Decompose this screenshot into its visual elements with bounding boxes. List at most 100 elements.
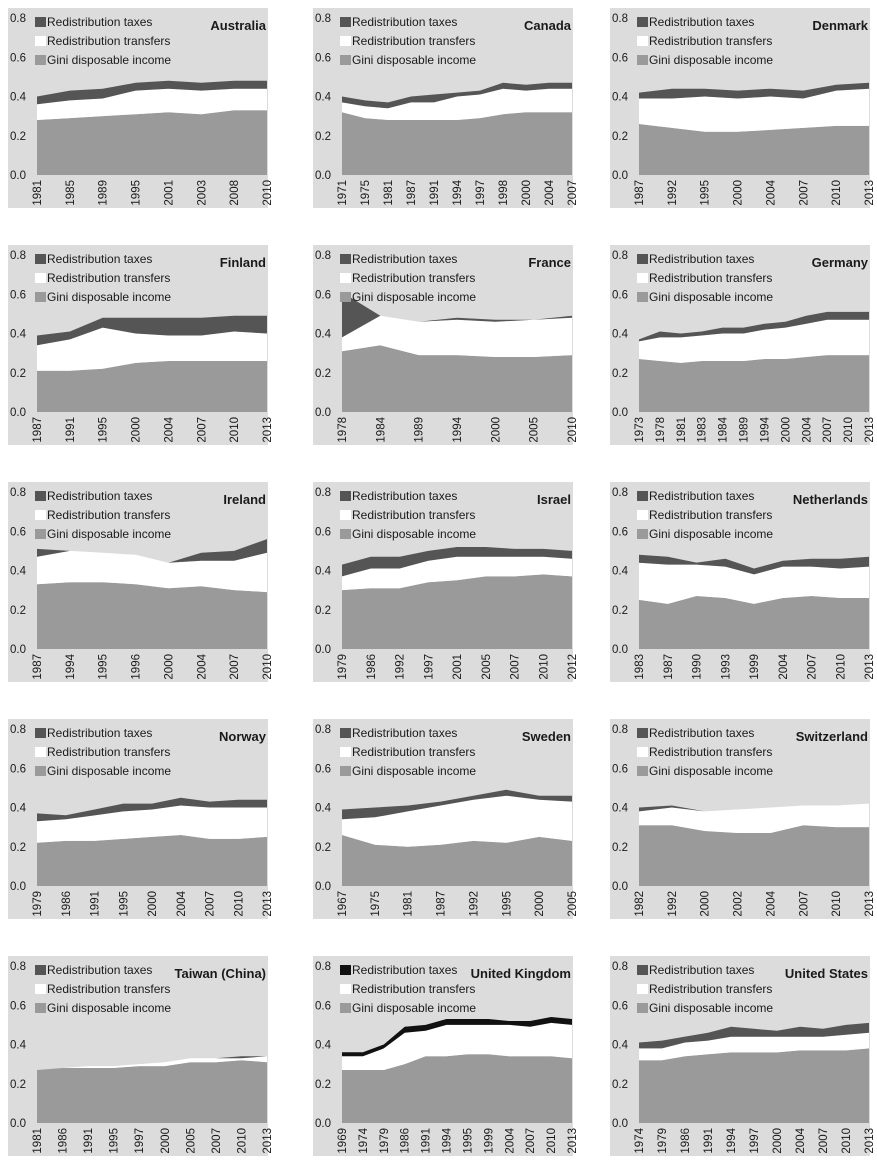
legend-label-taxes: Redistribution taxes: [649, 15, 754, 29]
legend-label-taxes: Redistribution taxes: [649, 489, 754, 503]
y-tick-label: 0.0: [10, 407, 26, 419]
y-tick-label: 0.0: [315, 1118, 331, 1130]
chart-svg: 0.0 0.2 0.4 0.6 0.8 1974 1979 1986 1991 1994 1997 2…: [610, 956, 876, 1156]
legend-label-taxes: Redistribution taxes: [352, 15, 457, 29]
legend-swatch-gini: [340, 55, 351, 65]
y-tick-label: 0.2: [612, 605, 628, 617]
legend-swatch-transfers: [340, 984, 351, 994]
x-tick-label: 1987: [406, 180, 418, 206]
x-tick-label: 1986: [366, 654, 378, 680]
legend-swatch-transfers: [35, 36, 46, 46]
chart-title: Taiwan (China): [175, 966, 266, 981]
x-tick-label: 2000: [131, 417, 143, 443]
legend-label-taxes: Redistribution taxes: [352, 252, 457, 266]
chart-panel-taiwan-china: 0.0 0.2 0.4 0.6 0.8 1981 1986 1991 1995 1997 2000 2…: [8, 956, 274, 1156]
chart-title: Israel: [537, 492, 571, 507]
x-tick-label: 2007: [798, 891, 810, 917]
legend-swatch-taxes: [637, 491, 648, 501]
legend-label-transfers: Redistribution transfers: [47, 982, 170, 996]
y-tick-label: 0.6: [315, 289, 331, 301]
x-tick-label: 1997: [423, 654, 435, 680]
y-tick-label: 0.8: [315, 13, 331, 25]
legend-label-taxes: Redistribution taxes: [649, 252, 754, 266]
legend-swatch-gini: [35, 1003, 46, 1013]
legend-label-taxes: Redistribution taxes: [47, 489, 152, 503]
y-tick-label: 0.8: [315, 250, 331, 262]
legend-swatch-taxes: [35, 17, 46, 27]
legend-label-gini: Gini disposable income: [352, 1001, 476, 1015]
chart-panel-united-kingdom: 0.0 0.2 0.4 0.6 0.8 1969 1974 1979 1986 1991 1994 1…: [313, 956, 579, 1156]
x-tick-label: 2010: [567, 417, 579, 443]
series-area-transfers: [342, 795, 572, 847]
x-tick-label: 1991: [65, 417, 77, 443]
x-tick-label: 1995: [98, 654, 110, 680]
x-tick-label: 2007: [822, 417, 834, 443]
x-tick-label: 1981: [383, 180, 395, 206]
chart-title: Sweden: [522, 729, 571, 744]
x-tick-label: 2000: [490, 417, 502, 443]
legend-swatch-gini: [340, 1003, 351, 1013]
series-area-transfers: [639, 562, 869, 604]
chart-panel-germany: 0.0 0.2 0.4 0.6 0.8 1973 1978 1981 1983 1984 1989 1…: [610, 245, 876, 445]
y-tick-label: 0.6: [612, 52, 628, 64]
legend-swatch-gini: [637, 292, 648, 302]
x-tick-label: 1987: [436, 891, 448, 917]
legend-swatch-gini: [340, 766, 351, 776]
x-tick-label: 2000: [700, 891, 712, 917]
x-tick-label: 1995: [118, 891, 130, 917]
x-tick-label: 1995: [131, 180, 143, 206]
legend-label-transfers: Redistribution transfers: [649, 34, 772, 48]
x-tick-label: 1987: [634, 180, 646, 206]
legend-label-taxes: Redistribution taxes: [649, 963, 754, 977]
x-tick-label: 1992: [667, 180, 679, 206]
y-tick-label: 0.2: [315, 842, 331, 854]
series-area-taxes: [639, 311, 869, 342]
x-tick-label: 2002: [733, 891, 745, 917]
series-area-gini: [342, 835, 572, 886]
x-tick-label: 1995: [109, 1128, 121, 1154]
x-tick-label: 2010: [262, 654, 274, 680]
chart-svg: 0.0 0.2 0.4 0.6 0.8 1979 1986 1991 1995 2000 2004 2…: [8, 719, 274, 919]
y-tick-label: 0.6: [612, 1000, 628, 1012]
y-tick-label: 0.0: [612, 170, 628, 182]
legend-swatch-gini: [637, 55, 648, 65]
series-area-gini: [639, 596, 869, 649]
legend-label-gini: Gini disposable income: [352, 527, 476, 541]
legend-swatch-transfers: [637, 984, 648, 994]
x-tick-label: 2000: [163, 654, 175, 680]
x-tick-label: 2010: [835, 654, 847, 680]
y-tick-label: 0.4: [10, 1040, 27, 1052]
chart-panel-finland: 0.0 0.2 0.4 0.6 0.8 1987 1991 1995 2000 2004 2007 2…: [8, 245, 274, 445]
x-tick-label: 2005: [567, 891, 579, 917]
x-tick-label: 1997: [475, 180, 487, 206]
chart-svg: 0.0 0.2 0.4 0.6 0.8 1971 1975 1981 1987 1991 1994 1…: [313, 8, 579, 208]
y-tick-label: 0.2: [10, 1079, 26, 1091]
y-tick-label: 0.4: [315, 1040, 332, 1052]
legend-swatch-transfers: [637, 510, 648, 520]
series-area-gini: [37, 835, 267, 886]
x-tick-label: 2010: [538, 654, 550, 680]
legend-swatch-transfers: [340, 747, 351, 757]
chart-title: United States: [785, 966, 868, 981]
x-tick-label: 1992: [468, 891, 480, 917]
x-tick-label: 1995: [501, 891, 513, 917]
x-tick-label: 2013: [864, 891, 876, 917]
x-tick-label: 2013: [567, 1128, 579, 1154]
y-tick-label: 0.8: [612, 250, 628, 262]
x-tick-label: 2010: [262, 180, 274, 206]
y-tick-label: 0.8: [10, 487, 26, 499]
x-tick-label: 2000: [160, 1128, 172, 1154]
x-tick-label: 1978: [655, 417, 667, 443]
x-tick-label: 2007: [211, 1128, 223, 1154]
x-tick-label: 1987: [32, 654, 44, 680]
x-tick-label: 2004: [795, 1127, 807, 1153]
chart-panel-switzerland: 0.0 0.2 0.4 0.6 0.8 1982 1992 2000 2002 2004 2007 2…: [610, 719, 876, 919]
y-tick-label: 0.8: [10, 250, 26, 262]
legend-swatch-taxes: [637, 17, 648, 27]
x-tick-label: 2007: [196, 417, 208, 443]
chart-panel-denmark: 0.0 0.2 0.4 0.6 0.8 1987 1992 1995 2000 2004 2007 2…: [610, 8, 876, 208]
x-tick-label: 2003: [196, 180, 208, 206]
series-area-taxes: [37, 315, 267, 346]
x-tick-label: 2007: [229, 654, 241, 680]
x-tick-label: 1992: [395, 654, 407, 680]
